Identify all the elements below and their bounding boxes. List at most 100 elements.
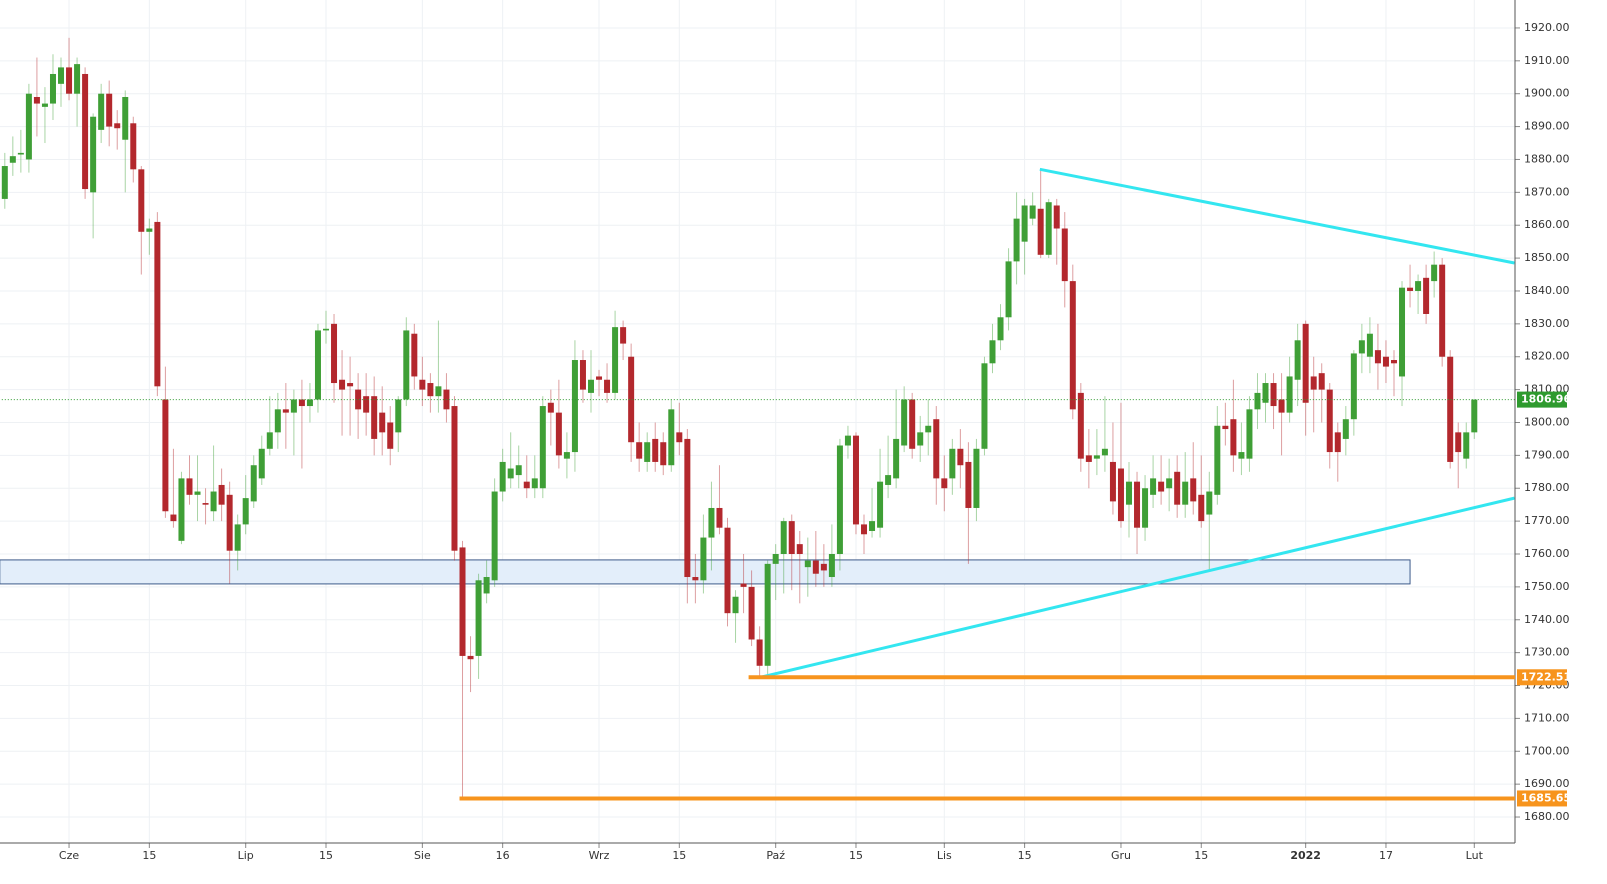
- candle-body: [596, 376, 603, 380]
- candle-body: [764, 563, 771, 666]
- candle-body: [1262, 383, 1269, 403]
- candle-body: [1190, 478, 1197, 502]
- candle-body: [1254, 392, 1261, 410]
- candle-body: [852, 435, 859, 525]
- candle-body: [1206, 491, 1213, 515]
- candle-body: [403, 330, 410, 400]
- candle-body: [162, 399, 169, 512]
- candle-body: [250, 465, 257, 502]
- y-tick-label: 1850.00: [1524, 251, 1570, 264]
- candle-body: [724, 527, 731, 614]
- candle-body: [282, 409, 289, 413]
- candle-body: [33, 96, 40, 104]
- candle-body: [636, 442, 643, 459]
- candle-body: [523, 481, 530, 489]
- candle-body: [756, 639, 763, 666]
- candle-body: [210, 491, 217, 512]
- candle-body: [25, 93, 32, 160]
- candle-body: [861, 524, 868, 535]
- candle-body: [49, 73, 56, 104]
- candle-body: [885, 475, 892, 485]
- candle-body: [515, 465, 522, 476]
- candle-body: [226, 494, 233, 551]
- candle-body: [66, 67, 73, 94]
- x-tick-label: 15: [319, 849, 333, 862]
- x-tick-label: Lis: [937, 849, 952, 862]
- x-tick-label: 15: [672, 849, 686, 862]
- candle-body: [780, 521, 787, 554]
- candle-body: [306, 399, 313, 407]
- candle-body: [1142, 488, 1149, 528]
- candle-body: [692, 577, 699, 581]
- candle-body: [1447, 356, 1454, 462]
- candle-body: [154, 221, 161, 387]
- candle-body: [925, 425, 932, 433]
- candle-body: [467, 655, 474, 660]
- candle-body: [499, 461, 506, 492]
- candle-body: [1374, 350, 1381, 364]
- x-tick-label: Lut: [1466, 849, 1484, 862]
- candle-body: [1045, 202, 1052, 255]
- x-tick-label: Cze: [59, 849, 79, 862]
- price-tag-label: 1806.96: [1521, 393, 1571, 406]
- candle-body: [708, 507, 715, 538]
- candle-body: [411, 333, 418, 377]
- candle-body: [676, 432, 683, 443]
- candle-body: [684, 438, 691, 578]
- candle-body: [1463, 432, 1470, 459]
- price-tag-label: 1685.65: [1521, 791, 1571, 804]
- x-tick-label: Wrz: [589, 849, 610, 862]
- candle-body: [612, 327, 619, 393]
- candle-body: [1093, 455, 1100, 459]
- candle-body: [1439, 264, 1446, 357]
- candle-body: [732, 596, 739, 614]
- x-tick-label: 16: [496, 849, 510, 862]
- candle-body: [1310, 376, 1317, 390]
- x-tick-label: 2022: [1290, 849, 1321, 862]
- candle-body: [1431, 264, 1438, 282]
- candle-body: [395, 399, 402, 433]
- candle-body: [379, 412, 386, 433]
- candle-body: [716, 507, 723, 528]
- candle-body: [266, 432, 273, 449]
- candle-body: [331, 323, 338, 384]
- y-tick-label: 1920.00: [1524, 21, 1570, 34]
- y-tick-label: 1710.00: [1524, 711, 1570, 724]
- candle-body: [836, 445, 843, 554]
- candle-body: [1061, 228, 1068, 282]
- candle-body: [242, 498, 249, 525]
- candle-body: [74, 64, 81, 94]
- candle-body: [563, 452, 570, 459]
- candle-body: [869, 521, 876, 531]
- candle-body: [917, 432, 924, 446]
- candle-body: [555, 412, 562, 456]
- candle-body: [371, 396, 378, 439]
- candle-body: [202, 503, 209, 505]
- candle-body: [949, 448, 956, 479]
- y-tick-label: 1790.00: [1524, 448, 1570, 461]
- candle-body: [483, 577, 490, 594]
- candle-body: [298, 399, 305, 407]
- candle-body: [82, 73, 89, 190]
- candle-body: [796, 544, 803, 554]
- y-tick-label: 1730.00: [1524, 646, 1570, 659]
- price-tag-label: 1722.51: [1521, 670, 1571, 683]
- x-tick-label: 15: [142, 849, 156, 862]
- candle-body: [531, 478, 538, 489]
- candle-body: [933, 419, 940, 479]
- candle-body: [700, 537, 707, 581]
- y-tick-label: 1700.00: [1524, 744, 1570, 757]
- candle-body: [628, 356, 635, 443]
- candle-body: [323, 328, 329, 331]
- y-tick-label: 1690.00: [1524, 777, 1570, 790]
- candle-body: [339, 379, 346, 390]
- candle-body: [844, 435, 851, 446]
- candle-body: [1471, 399, 1478, 433]
- trendline: [1039, 167, 1515, 265]
- candle-body: [122, 96, 129, 140]
- candle-body: [1174, 471, 1181, 505]
- candle-body: [788, 521, 795, 554]
- y-tick-label: 1820.00: [1524, 350, 1570, 363]
- candle-body: [1326, 389, 1333, 453]
